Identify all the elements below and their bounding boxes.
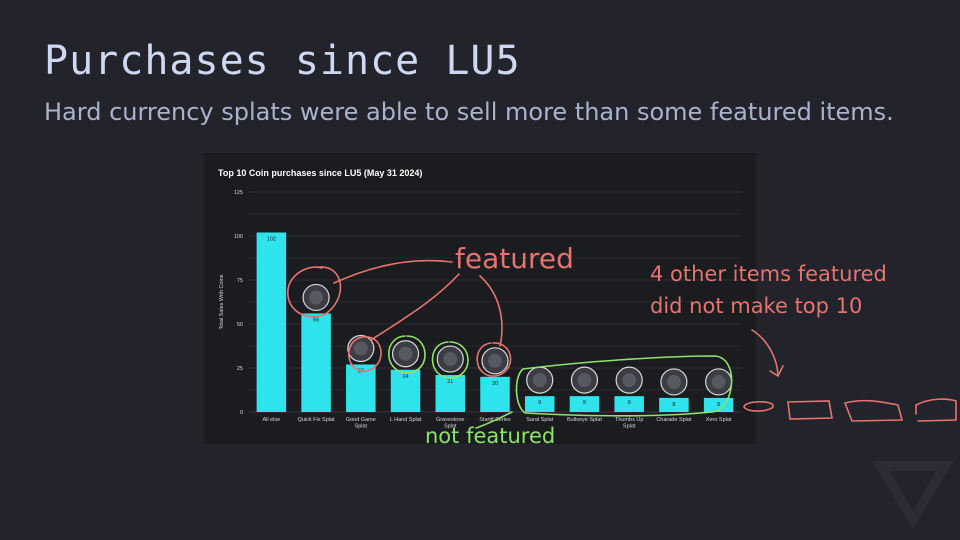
y-tick-label: 0 xyxy=(240,410,243,416)
slide-title: Purchases since LU5 xyxy=(44,38,521,84)
l-hand-splat-icon-glyph xyxy=(398,346,413,361)
data-label: 8 xyxy=(672,402,675,408)
bar xyxy=(346,364,376,412)
x-tick-label: Splat xyxy=(623,424,636,430)
x-tick-label: Good Game xyxy=(346,417,376,423)
data-label: 9 xyxy=(583,400,586,406)
other-featured-annotation-line1: 4 other items featured xyxy=(650,262,887,286)
other-featured-annotation-line2: did not make top 10 xyxy=(650,294,863,318)
x-tick-label: Splat xyxy=(444,424,457,430)
featured-annotation: featured xyxy=(455,242,574,275)
x-tick-label: Startif Series xyxy=(479,417,511,423)
y-tick-label: 75 xyxy=(237,278,243,284)
data-label: 9 xyxy=(538,400,541,406)
bar xyxy=(480,376,510,412)
y-tick-label: 125 xyxy=(234,190,243,196)
x-tick-label: Splat xyxy=(355,424,368,430)
charade-portrait-icon-glyph xyxy=(666,374,681,389)
data-label: 20 xyxy=(492,381,498,387)
y-tick-label: 100 xyxy=(234,234,243,240)
slide-subtitle: Hard currency splats were able to sell m… xyxy=(44,98,894,126)
data-label: 8 xyxy=(717,402,720,408)
missing-item-box-4 xyxy=(915,398,957,422)
chart-title: Top 10 Coin purchases since LU5 (May 31 … xyxy=(218,168,422,178)
bullseye-target-icon-glyph xyxy=(577,373,592,388)
bar xyxy=(435,375,466,412)
x-tick-label: Gravestone xyxy=(436,417,464,423)
missing-item-box-3 xyxy=(843,399,904,422)
missing-item-box-2 xyxy=(787,400,833,420)
x-tick-label: Quick Fix Splat xyxy=(298,417,335,423)
data-label: 102 xyxy=(267,236,276,242)
x-tick-label: Thumbs Up xyxy=(615,417,643,423)
saral-portrait-icon-glyph xyxy=(532,373,547,388)
y-axis-label: Total Sales With Coins xyxy=(219,274,225,329)
x-tick-label: Xero Splat xyxy=(706,417,732,423)
x-tick-label: L Hand Splat xyxy=(390,417,422,423)
x-tick-label: Charade Splat xyxy=(656,417,692,423)
bar xyxy=(301,313,331,412)
x-tick-label: Bullseye Splat xyxy=(567,417,602,423)
not-featured-annotation: not featured xyxy=(425,424,556,448)
watermark-logo xyxy=(872,461,954,529)
bar xyxy=(390,369,421,412)
gold-star-splat-icon-glyph xyxy=(309,290,324,305)
data-label: 21 xyxy=(447,379,453,385)
thumbs-up-splat-icon-glyph xyxy=(622,373,637,388)
data-label: 27 xyxy=(358,368,364,374)
startif-series-icon-glyph xyxy=(488,353,502,368)
gravestone-splat-icon-glyph xyxy=(443,352,458,367)
xero-portrait-icon-glyph xyxy=(711,374,726,389)
y-tick-label: 50 xyxy=(237,322,243,328)
pointer-arrow xyxy=(751,329,784,378)
data-label: 24 xyxy=(402,374,408,380)
x-tick-label: All else xyxy=(262,417,280,423)
bar xyxy=(256,232,287,412)
data-label: 56 xyxy=(313,317,319,323)
y-tick-label: 25 xyxy=(237,366,243,372)
x-tick-label: Saral Splat xyxy=(526,417,553,423)
data-label: 9 xyxy=(628,400,631,406)
good-game-splat-icon-glyph xyxy=(353,341,368,356)
